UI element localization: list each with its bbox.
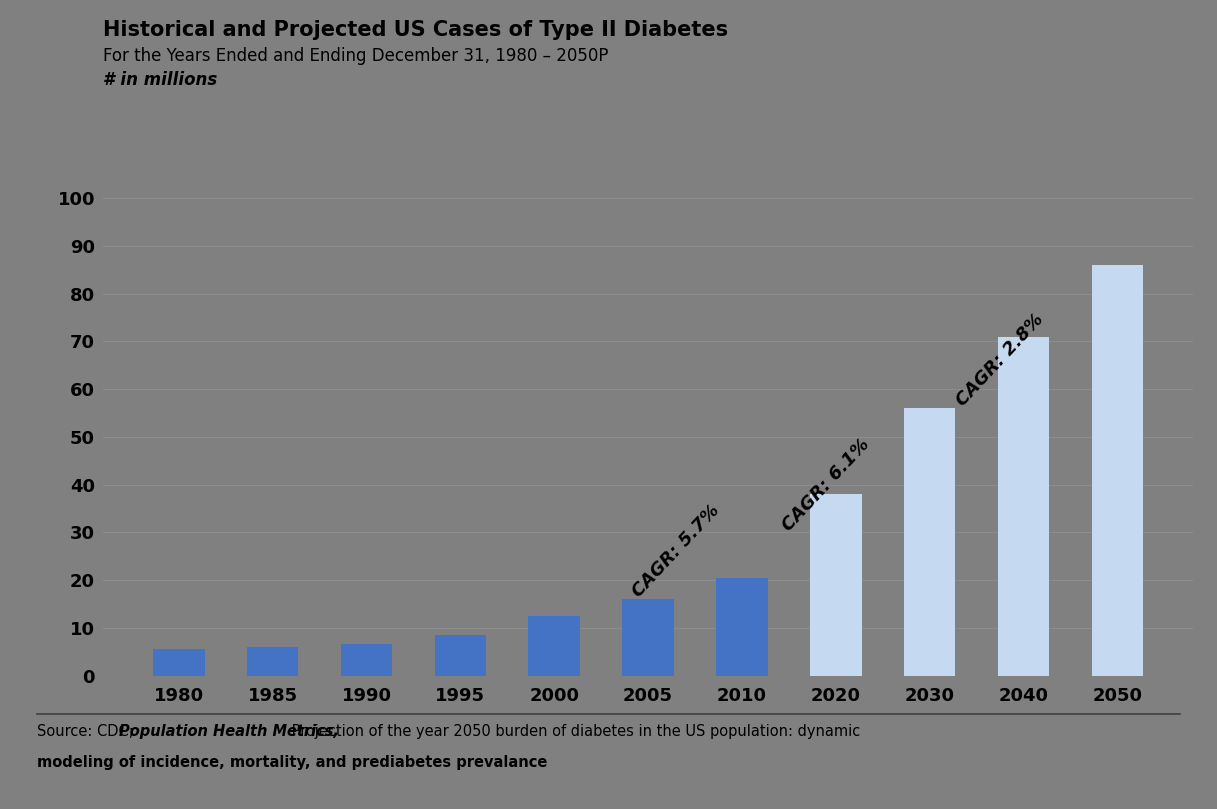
Bar	[998, 337, 1049, 676]
Bar	[153, 650, 204, 676]
Text: CAGR: 5.7%: CAGR: 5.7%	[629, 502, 723, 601]
Bar	[247, 647, 298, 676]
Text: CAGR: 6.1%: CAGR: 6.1%	[779, 435, 874, 534]
Text: modeling of incidence, mortality, and prediabetes prevalance: modeling of incidence, mortality, and pr…	[37, 755, 546, 770]
Text: # in millions: # in millions	[103, 71, 218, 89]
Text: For the Years Ended and Ending December 31, 1980 – 2050P: For the Years Ended and Ending December …	[103, 47, 608, 65]
Text: Population Health Metrics,: Population Health Metrics,	[119, 724, 340, 739]
Text: Projection of the year 2050 burden of diabetes in the US population: dynamic: Projection of the year 2050 burden of di…	[287, 724, 860, 739]
Bar	[434, 635, 486, 676]
Text: CAGR: 2.8%: CAGR: 2.8%	[953, 311, 1047, 410]
Bar	[622, 599, 674, 676]
Text: Source: CDC;: Source: CDC;	[37, 724, 138, 739]
Bar	[811, 494, 862, 676]
Bar	[904, 409, 955, 676]
Bar	[528, 616, 581, 676]
Bar	[716, 578, 768, 676]
Bar	[1092, 265, 1143, 676]
Text: Historical and Projected US Cases of Type II Diabetes: Historical and Projected US Cases of Typ…	[103, 20, 729, 40]
Bar	[341, 645, 392, 676]
